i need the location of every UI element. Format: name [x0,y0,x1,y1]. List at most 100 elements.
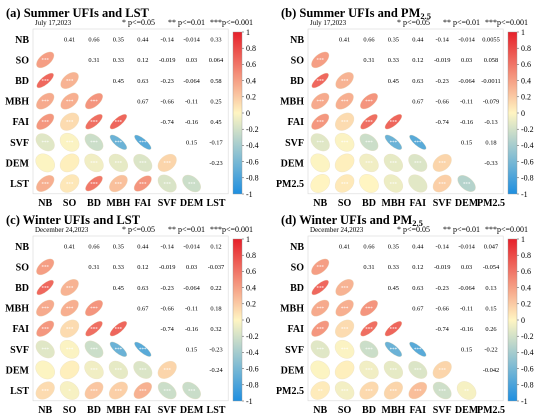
significance-legend-item: ** p<=0.01 [168,225,205,234]
correlation-ellipse [360,300,378,317]
row-label: BD [290,283,304,294]
significance-marker: *** [188,182,196,187]
panel-season: Summer [299,6,348,20]
panel-label: (a) [6,6,24,20]
significance-marker: *** [139,369,147,374]
correlation-ellipse [59,360,80,380]
significance-marker: *** [139,348,147,353]
significance-marker: *** [414,348,422,353]
correlation-ellipse [334,174,355,193]
significance-legend-item: * p<=0.05 [122,225,155,234]
column-label: FAI [410,405,427,414]
correlation-value: -0.019 [159,264,176,271]
correlation-ellipse [36,279,54,296]
colorbar-tick-label: 0.6 [521,60,531,69]
correlation-value: 0.31 [88,57,99,64]
significance-marker: *** [66,79,74,84]
correlation-value: 0.63 [412,285,423,292]
column-label: NB [313,198,327,209]
correlation-value: 0.45 [388,78,399,85]
colorbar-tick-label: -0.6 [246,157,259,166]
correlation-value: 0.13 [485,285,496,292]
significance-marker: *** [316,141,324,146]
correlation-ellipse [60,279,79,296]
correlation-value: 0.45 [113,285,124,292]
significance-marker: *** [414,141,422,146]
correlation-ellipse [359,174,379,193]
significance-legend-item: ***p<=0.001 [210,18,253,27]
correlation-ellipse [335,72,354,89]
significance-marker: *** [365,328,373,333]
panel-season: Summer [24,6,73,20]
significance-marker: *** [463,182,471,187]
correlation-value: -0.11 [460,305,473,312]
row-label: NB [15,242,29,253]
correlation-ellipse [157,381,177,400]
panel-subtitle: UFIs and PM [340,213,412,227]
significance-marker: *** [438,182,446,187]
row-label: MBH [5,97,29,108]
row-label: SVF [285,345,304,356]
row-label: SVF [10,138,29,149]
correlation-value: 0.41 [339,244,350,251]
significance-marker: *** [115,141,123,146]
correlation-ellipse [408,361,428,379]
significance-marker: *** [414,369,422,374]
panel-season: Winter [23,213,64,227]
correlation-ellipse [60,319,80,338]
significance-marker: *** [163,389,171,394]
significance-legend-item: ***p<=0.001 [485,225,528,234]
correlation-ellipse [359,133,379,151]
correlation-value: 0.058 [484,57,498,64]
significance-marker: *** [41,59,49,64]
column-label: PM2.5 [477,198,505,209]
significance-marker: * [68,389,71,394]
matrix-frame [32,235,229,402]
column-label: MBH [106,198,130,209]
correlation-ellipse [35,381,55,400]
significance-marker: *** [41,79,49,84]
significance-marker: *** [316,100,324,105]
panel-date: December 24,2023 [35,226,89,234]
colorbar-tick-label: -1 [246,397,253,406]
correlation-ellipse [334,132,355,152]
matrix-frame [307,235,504,402]
significance-marker: *** [414,389,422,394]
column-label: DEM [455,198,479,209]
significance-marker: *** [341,121,349,126]
column-label: PM2.5 [477,405,505,414]
correlation-value: 0.67 [137,98,149,105]
significance-legend-item: * p<=0.05 [397,18,430,27]
row-label: NB [290,35,304,46]
significance-marker: *** [41,307,49,312]
significance-marker: *** [66,182,74,187]
column-label: NB [38,405,52,414]
significance-marker: *** [66,286,74,291]
correlation-value: 0.44 [137,244,149,251]
significance-marker: *** [316,266,324,271]
correlation-value: 0.41 [64,37,75,44]
panel-subtitle-subscript: 2.5 [412,218,423,228]
correlation-value: -0.66 [436,98,449,105]
correlation-ellipse [383,153,403,172]
correlation-ellipse [134,134,152,150]
correlation-ellipse [60,112,80,131]
row-label: SO [16,55,30,66]
correlation-value: -0.23 [209,160,222,167]
correlation-ellipse [35,360,55,380]
correlation-ellipse [310,153,330,173]
correlation-ellipse [182,381,201,400]
colorbar-tick-label: -0.8 [521,174,534,183]
significance-legend-item: * p<=0.05 [397,225,430,234]
significance-marker: *** [115,369,123,374]
colorbar-tick-label: -0.8 [246,174,259,183]
colorbar-tick-label: 0.8 [246,251,256,260]
significance-marker: *** [390,141,398,146]
row-label: LST [10,386,29,397]
correlation-ellipse [384,321,402,337]
correlation-value: 0.33 [388,264,399,271]
correlation-ellipse [59,381,80,400]
significance-marker: *** [341,286,349,291]
correlation-value: 0.12 [137,57,148,64]
